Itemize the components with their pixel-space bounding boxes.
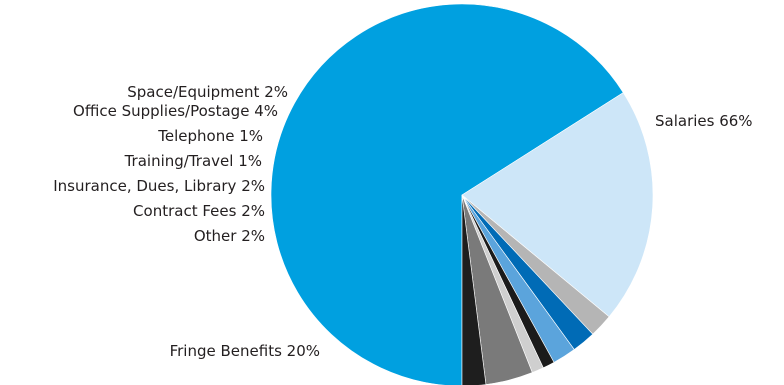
pie-label-insurance-dues-library: Insurance, Dues, Library 2% bbox=[53, 177, 265, 195]
pie-label-telephone: Telephone 1% bbox=[157, 127, 263, 145]
pie-slices bbox=[271, 4, 653, 385]
pie-label-office-supplies-postage: Office Supplies/Postage 4% bbox=[73, 102, 278, 120]
pie-label-other: Other 2% bbox=[194, 227, 265, 245]
pie-label-contract-fees: Contract Fees 2% bbox=[133, 202, 265, 220]
pie-label-salaries: Salaries 66% bbox=[655, 112, 753, 130]
pie-label-training-travel: Training/Travel 1% bbox=[124, 152, 262, 170]
pie-label-fringe-benefits: Fringe Benefits 20% bbox=[170, 342, 320, 360]
pie-label-space-equipment: Space/Equipment 2% bbox=[127, 83, 288, 101]
